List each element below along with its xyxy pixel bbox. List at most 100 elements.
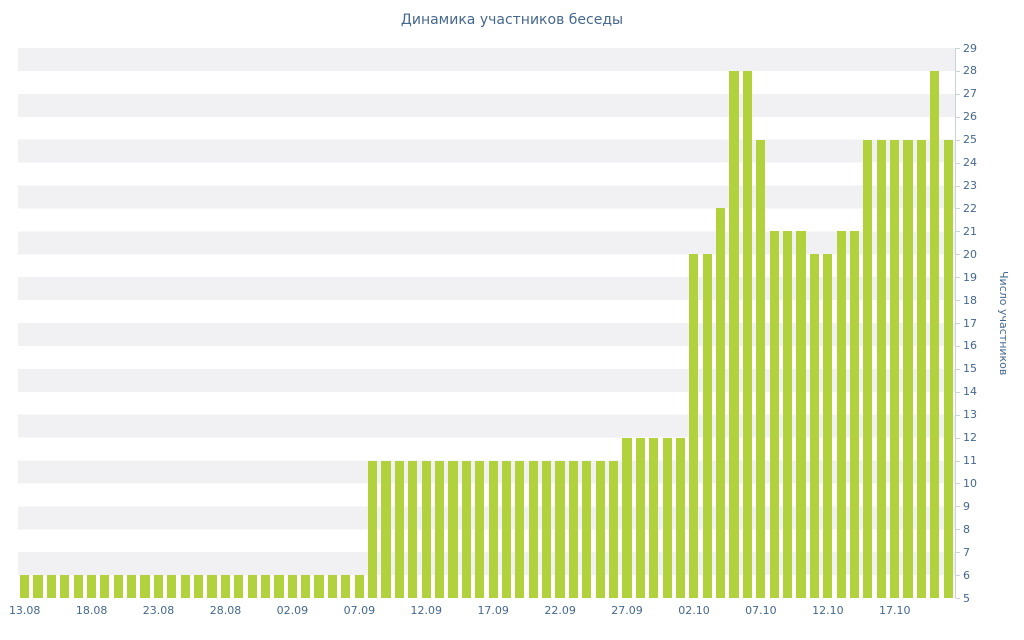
bar[interactable] bbox=[341, 575, 351, 598]
y-tick-mark bbox=[956, 461, 960, 462]
bar[interactable] bbox=[394, 460, 404, 598]
bar[interactable] bbox=[127, 575, 137, 598]
bar[interactable] bbox=[729, 70, 739, 598]
bar[interactable] bbox=[689, 254, 699, 598]
bar[interactable] bbox=[916, 139, 926, 598]
y-tick-label: 14 bbox=[963, 385, 977, 398]
y-tick-mark bbox=[956, 323, 960, 324]
bar[interactable] bbox=[782, 231, 793, 598]
y-tick-mark bbox=[956, 48, 960, 49]
bar[interactable] bbox=[86, 575, 97, 598]
bar[interactable] bbox=[582, 460, 592, 598]
bar[interactable] bbox=[434, 460, 445, 598]
x-tick-label: 07.10 bbox=[745, 604, 777, 617]
x-tick-label: 12.10 bbox=[812, 604, 844, 617]
bar[interactable] bbox=[836, 231, 846, 598]
bar[interactable] bbox=[595, 460, 605, 598]
y-tick-label: 12 bbox=[963, 431, 977, 444]
bar[interactable] bbox=[194, 575, 204, 598]
bar[interactable] bbox=[716, 208, 726, 598]
x-tick-label: 23.08 bbox=[142, 604, 175, 617]
bar[interactable] bbox=[100, 575, 110, 598]
y-tick-label: 23 bbox=[963, 179, 977, 192]
bar[interactable] bbox=[702, 254, 712, 598]
x-tick-label: 22.09 bbox=[544, 604, 576, 617]
y-tick-label: 9 bbox=[963, 500, 970, 513]
y-tick-label: 19 bbox=[963, 271, 977, 284]
bar[interactable] bbox=[675, 437, 686, 598]
bar[interactable] bbox=[220, 575, 230, 598]
bar[interactable] bbox=[903, 139, 913, 598]
bar[interactable] bbox=[849, 231, 860, 598]
bar[interactable] bbox=[60, 575, 70, 598]
y-tick-label: 10 bbox=[963, 477, 977, 490]
y-tick-mark bbox=[956, 529, 960, 530]
bar[interactable] bbox=[809, 254, 819, 598]
y-tick-label: 8 bbox=[963, 523, 970, 536]
bar[interactable] bbox=[20, 575, 30, 598]
bar[interactable] bbox=[46, 575, 56, 598]
bar[interactable] bbox=[73, 575, 83, 598]
y-tick-mark bbox=[956, 94, 960, 95]
bar[interactable] bbox=[930, 70, 940, 598]
bar[interactable] bbox=[113, 575, 123, 598]
bar[interactable] bbox=[421, 460, 431, 598]
bar[interactable] bbox=[555, 460, 565, 598]
y-tick-label: 7 bbox=[963, 546, 970, 559]
bar[interactable] bbox=[528, 460, 538, 598]
bar[interactable] bbox=[635, 437, 645, 598]
bar[interactable] bbox=[381, 460, 391, 598]
y-tick-mark bbox=[956, 438, 960, 439]
bar[interactable] bbox=[314, 575, 324, 598]
bar[interactable] bbox=[448, 460, 458, 598]
bar[interactable] bbox=[327, 575, 338, 598]
y-tick-label: 17 bbox=[963, 317, 977, 330]
bar[interactable] bbox=[180, 575, 190, 598]
y-tick-label: 11 bbox=[963, 454, 977, 467]
bar[interactable] bbox=[662, 437, 672, 598]
x-tick-label: 12.09 bbox=[410, 604, 443, 617]
bar[interactable] bbox=[943, 139, 953, 598]
y-tick-label: 15 bbox=[963, 362, 977, 375]
bar[interactable] bbox=[542, 460, 552, 598]
bar[interactable] bbox=[33, 575, 43, 598]
bar[interactable] bbox=[649, 437, 659, 598]
bar[interactable] bbox=[461, 460, 471, 598]
bar[interactable] bbox=[823, 254, 833, 598]
bar[interactable] bbox=[742, 70, 752, 598]
y-tick-mark bbox=[956, 231, 960, 232]
bar[interactable] bbox=[622, 437, 632, 598]
bar[interactable] bbox=[863, 139, 873, 598]
bar[interactable] bbox=[608, 460, 619, 598]
bar[interactable] bbox=[408, 460, 418, 598]
bar[interactable] bbox=[769, 231, 779, 598]
y-tick-label: 21 bbox=[963, 225, 977, 238]
bar[interactable] bbox=[287, 575, 297, 598]
y-tick-mark bbox=[956, 369, 960, 370]
bar[interactable] bbox=[501, 460, 512, 598]
bar[interactable] bbox=[167, 575, 177, 598]
y-tick-mark bbox=[956, 415, 960, 416]
bar[interactable] bbox=[568, 460, 578, 598]
bar[interactable] bbox=[153, 575, 164, 598]
y-tick-mark bbox=[956, 483, 960, 484]
bar[interactable] bbox=[756, 139, 766, 598]
bar[interactable] bbox=[301, 575, 311, 598]
bar[interactable] bbox=[890, 139, 900, 598]
bar[interactable] bbox=[796, 231, 806, 598]
bar[interactable] bbox=[354, 575, 364, 598]
bar[interactable] bbox=[274, 575, 284, 598]
bar[interactable] bbox=[515, 460, 525, 598]
y-tick-label: 28 bbox=[963, 64, 977, 77]
bar[interactable] bbox=[488, 460, 498, 598]
bar[interactable] bbox=[260, 575, 271, 598]
bar[interactable] bbox=[475, 460, 485, 598]
bar[interactable] bbox=[207, 575, 217, 598]
plot-area bbox=[18, 48, 956, 598]
bar[interactable] bbox=[247, 575, 257, 598]
bar[interactable] bbox=[368, 460, 378, 598]
bar[interactable] bbox=[876, 139, 886, 598]
bar[interactable] bbox=[234, 575, 244, 598]
bar[interactable] bbox=[140, 575, 150, 598]
